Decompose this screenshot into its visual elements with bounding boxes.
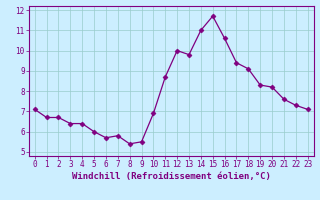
X-axis label: Windchill (Refroidissement éolien,°C): Windchill (Refroidissement éolien,°C) (72, 172, 271, 181)
